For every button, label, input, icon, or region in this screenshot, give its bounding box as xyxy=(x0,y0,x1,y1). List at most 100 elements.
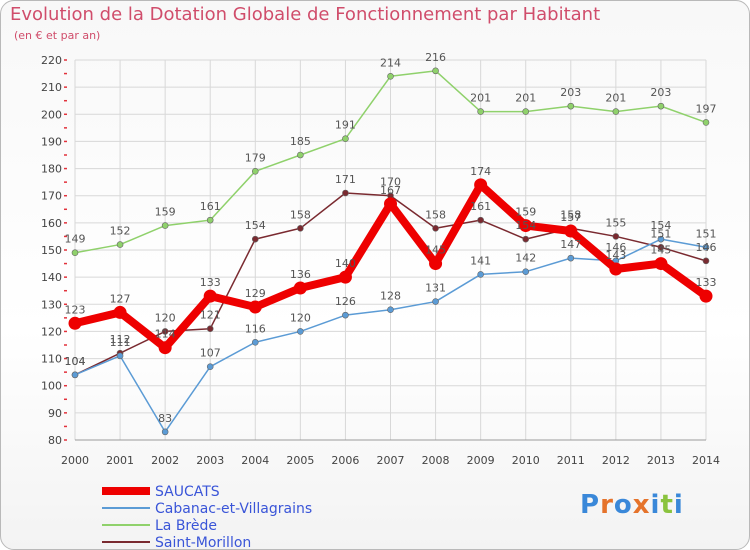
data-label: 142 xyxy=(515,252,536,265)
data-label: 170 xyxy=(380,176,401,189)
data-point xyxy=(342,311,349,319)
y-tick-label: 220 xyxy=(41,54,62,67)
data-point xyxy=(429,257,443,271)
y-tick-label: 130 xyxy=(41,298,62,311)
data-point xyxy=(702,119,710,126)
y-tick-label: 210 xyxy=(41,81,62,94)
data-label: 123 xyxy=(65,303,86,316)
data-point xyxy=(384,197,397,211)
x-tick-label: 2012 xyxy=(602,454,630,467)
data-point xyxy=(113,305,127,319)
data-label: 154 xyxy=(515,219,536,232)
proxiti-logo: Proxiti xyxy=(580,490,684,520)
data-point xyxy=(477,216,484,224)
x-tick-label: 2007 xyxy=(377,454,405,467)
data-point xyxy=(71,371,79,379)
data-label: 171 xyxy=(335,173,356,186)
y-tick-label: 180 xyxy=(41,163,62,176)
data-point xyxy=(161,428,169,436)
data-label: 197 xyxy=(696,102,717,115)
y-tick-label: 120 xyxy=(41,325,62,338)
data-point xyxy=(519,219,533,233)
data-point xyxy=(699,289,713,303)
data-point xyxy=(657,102,665,110)
data-label: 141 xyxy=(470,254,491,267)
y-tick-label: 160 xyxy=(41,217,62,230)
axes: 8090100110120130140150160170180190200210… xyxy=(41,54,720,467)
data-label: 158 xyxy=(290,208,311,221)
data-point xyxy=(567,254,575,262)
y-tick-label: 190 xyxy=(41,135,62,148)
x-tick-label: 2010 xyxy=(512,454,540,467)
data-point xyxy=(293,281,307,295)
data-point xyxy=(567,102,575,110)
x-tick-label: 2013 xyxy=(647,454,675,467)
x-tick-label: 2003 xyxy=(196,454,224,467)
data-label: 151 xyxy=(696,227,717,240)
data-label: 179 xyxy=(245,151,266,164)
data-point xyxy=(387,306,394,314)
data-label: 120 xyxy=(155,311,176,324)
data-point xyxy=(338,270,352,284)
data-point xyxy=(477,271,484,278)
chart-title: Evolution de la Dotation Globale de Fonc… xyxy=(10,4,601,25)
data-point xyxy=(522,235,530,243)
data-label: 214 xyxy=(380,56,401,69)
data-label: 201 xyxy=(515,92,536,105)
y-tick-label: 80 xyxy=(48,434,62,447)
y-tick-label: 100 xyxy=(41,380,62,393)
x-tick-label: 2011 xyxy=(557,454,585,467)
data-label: 114 xyxy=(155,328,176,341)
data-label: 158 xyxy=(560,208,581,221)
data-label: 133 xyxy=(696,276,717,289)
data-point xyxy=(116,352,124,360)
x-tick-label: 2008 xyxy=(422,454,450,467)
data-point xyxy=(251,167,259,175)
data-point xyxy=(657,243,665,251)
data-point xyxy=(702,257,710,265)
data-point xyxy=(522,268,530,276)
data-point xyxy=(564,224,578,238)
data-point xyxy=(342,189,349,197)
y-tick-label: 150 xyxy=(41,244,62,257)
data-label: 152 xyxy=(110,225,131,238)
data-point xyxy=(251,338,259,346)
data-point xyxy=(206,216,214,224)
data-label: 120 xyxy=(290,311,311,324)
y-tick-label: 110 xyxy=(41,353,62,366)
data-label: 161 xyxy=(470,200,491,213)
data-label: 131 xyxy=(425,282,446,295)
data-label: 203 xyxy=(560,86,581,99)
series-lines xyxy=(68,67,713,436)
data-label: 112 xyxy=(110,333,131,346)
data-point xyxy=(432,224,439,232)
data-label: 128 xyxy=(380,290,401,303)
y-tick-label: 200 xyxy=(41,108,62,121)
data-label: 126 xyxy=(335,295,356,308)
data-label: 154 xyxy=(245,219,266,232)
data-label: 116 xyxy=(245,322,266,335)
data-point xyxy=(387,72,394,80)
data-point xyxy=(297,151,304,159)
data-label: 143 xyxy=(605,249,626,262)
data-point xyxy=(297,224,304,232)
data-label: 158 xyxy=(425,208,446,221)
data-point xyxy=(158,341,172,355)
data-label: 146 xyxy=(696,241,717,254)
y-tick-label: 140 xyxy=(41,271,62,284)
chart-subtitle: (en € et par an) xyxy=(14,29,101,42)
data-point xyxy=(654,257,668,271)
data-point xyxy=(702,243,710,251)
legend-label: La Brède xyxy=(155,518,217,534)
data-label: 140 xyxy=(335,257,356,270)
data-point xyxy=(248,300,262,314)
data-label: 159 xyxy=(155,206,176,219)
data-label: 146 xyxy=(605,241,626,254)
data-label: 149 xyxy=(65,233,86,246)
x-tick-label: 2006 xyxy=(331,454,359,467)
data-point xyxy=(71,249,79,257)
data-point xyxy=(432,298,439,305)
